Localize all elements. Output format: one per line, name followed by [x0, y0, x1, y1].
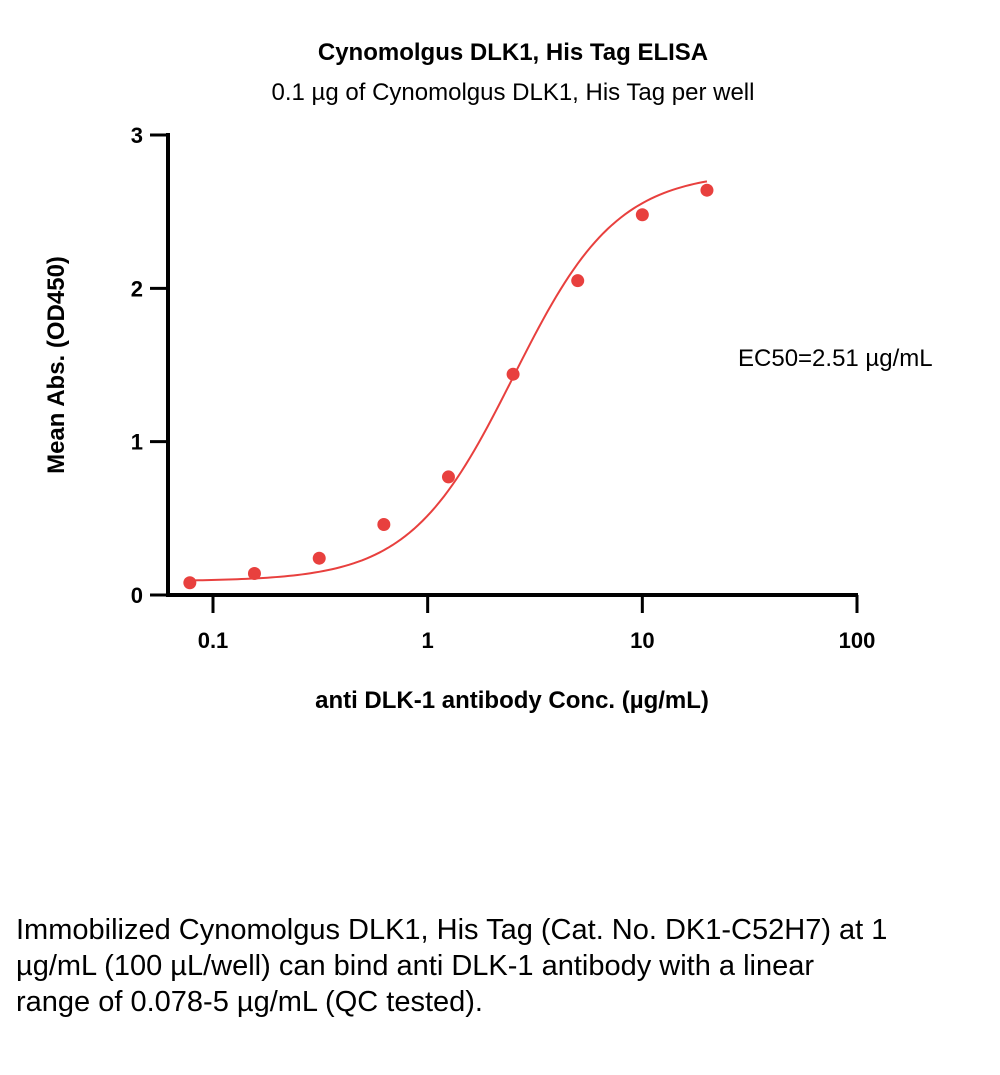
- ec50-annotation: EC50=2.51 µg/mL: [738, 345, 933, 372]
- y-ticks: 0 1 2 3: [131, 123, 168, 608]
- x-ticks: 0.1 1 10 100: [198, 595, 876, 653]
- caption: Immobilized Cynomolgus DLK1, His Tag (Ca…: [16, 914, 888, 1018]
- y-tick-label: 3: [131, 123, 143, 148]
- x-tick-label: 1: [422, 628, 434, 653]
- data-point: [441, 470, 455, 484]
- x-tick-label: 10: [630, 628, 654, 653]
- elisa-chart: Cynomolgus DLK1, His Tag ELISA 0.1 µg of…: [43, 39, 933, 714]
- data-points: [183, 183, 714, 590]
- data-point: [247, 567, 261, 581]
- y-tick-label: 1: [131, 430, 143, 455]
- x-axis-label: anti DLK-1 antibody Conc. (µg/mL): [315, 687, 709, 714]
- y-tick-label: 0: [131, 583, 143, 608]
- chart-title: Cynomolgus DLK1, His Tag ELISA: [318, 39, 708, 66]
- fit-curve: [189, 180, 708, 582]
- chart-subtitle: 0.1 µg of Cynomolgus DLK1, His Tag per w…: [272, 79, 755, 106]
- y-axis-label: Mean Abs. (OD450): [43, 256, 70, 474]
- data-point: [700, 183, 714, 197]
- x-tick-label: 0.1: [198, 628, 229, 653]
- data-point: [183, 576, 197, 590]
- data-point: [506, 367, 520, 381]
- data-point: [635, 208, 649, 222]
- y-tick-label: 2: [131, 276, 143, 301]
- data-point: [571, 274, 585, 288]
- x-tick-label: 100: [839, 628, 876, 653]
- axes: [166, 133, 858, 597]
- data-point: [377, 517, 391, 531]
- data-point: [312, 551, 326, 565]
